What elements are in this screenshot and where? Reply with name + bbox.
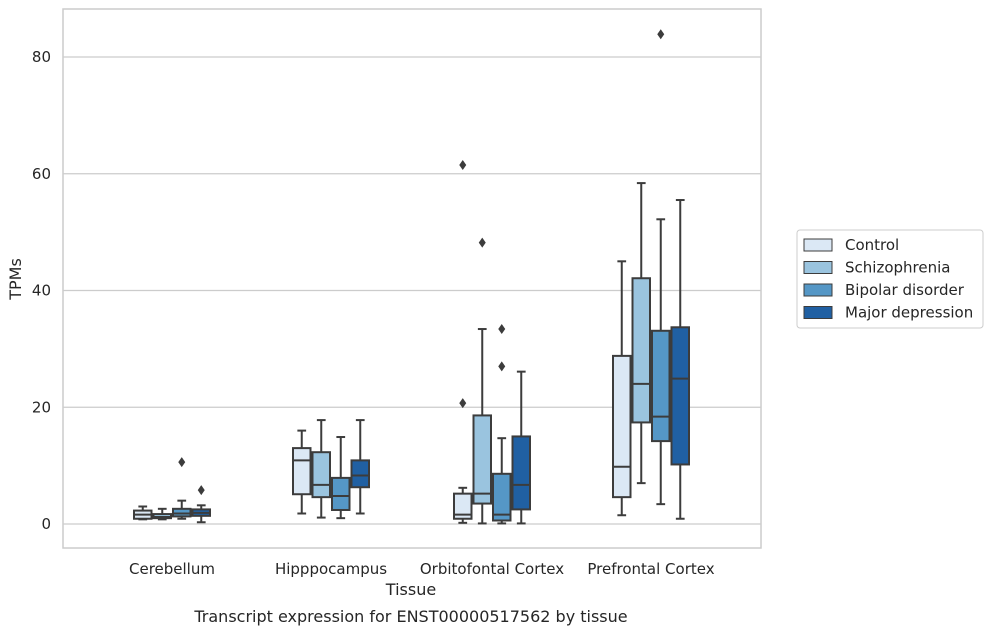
- legend-swatch: [803, 261, 833, 274]
- x-axis-title: Tissue: [385, 580, 436, 599]
- outlier-point: [498, 324, 506, 335]
- legend-swatch: [803, 283, 833, 297]
- box: [453, 492, 473, 520]
- y-tick-label: 0: [41, 515, 51, 533]
- box: [511, 435, 531, 511]
- box: [631, 277, 651, 424]
- y-tick-label: 20: [32, 398, 51, 416]
- box: [350, 459, 370, 489]
- figure-caption: Transcript expression for ENST0000051756…: [193, 607, 627, 626]
- box: [492, 472, 512, 522]
- x-tick-label: Hipppocampus: [275, 560, 387, 578]
- box: [651, 329, 671, 443]
- box: [612, 354, 632, 499]
- legend-frame: [796, 229, 984, 329]
- outlier-point: [459, 398, 467, 409]
- x-tick-label: Orbitofontal Cortex: [420, 560, 564, 578]
- box-group: [453, 159, 531, 525]
- legend-label: Control: [845, 236, 899, 254]
- outlier-point: [459, 159, 467, 170]
- box-group: [133, 457, 211, 524]
- outlier-point: [197, 485, 205, 496]
- box: [292, 447, 312, 496]
- outlier-point: [478, 237, 486, 248]
- box-group: [612, 29, 690, 520]
- outlier-point: [498, 361, 506, 372]
- box: [670, 326, 690, 466]
- x-tick-label: Cerebellum: [129, 560, 215, 578]
- legend: Control Schizophrenia Bipolar disorder Majo…: [796, 229, 984, 329]
- legend-label: Major depression: [845, 304, 973, 322]
- outlier-point: [657, 29, 665, 40]
- y-tick-label: 80: [32, 48, 51, 66]
- box-series: [133, 29, 690, 525]
- gridlines: [63, 56, 761, 525]
- x-tick-labels: Cerebellum Hipppocampus Orbitofontal Corte…: [129, 560, 715, 578]
- box: [311, 451, 331, 499]
- box: [331, 476, 351, 511]
- box-group: [292, 419, 370, 520]
- y-tick-label: 60: [32, 165, 51, 183]
- outlier-point: [178, 457, 186, 468]
- y-axis-title: TPMs: [6, 258, 25, 301]
- legend-swatch: [803, 306, 833, 319]
- y-tick-label: 40: [32, 282, 51, 300]
- plot-frame: [62, 8, 762, 549]
- x-tick-label: Prefrontal Cortex: [587, 560, 714, 578]
- legend-label: Bipolar disorder: [845, 281, 965, 299]
- legend-swatch: [803, 238, 833, 252]
- legend-label: Schizophrenia: [845, 259, 950, 277]
- y-tick-labels: 0 20 40 60 80: [32, 48, 51, 533]
- box: [472, 414, 492, 505]
